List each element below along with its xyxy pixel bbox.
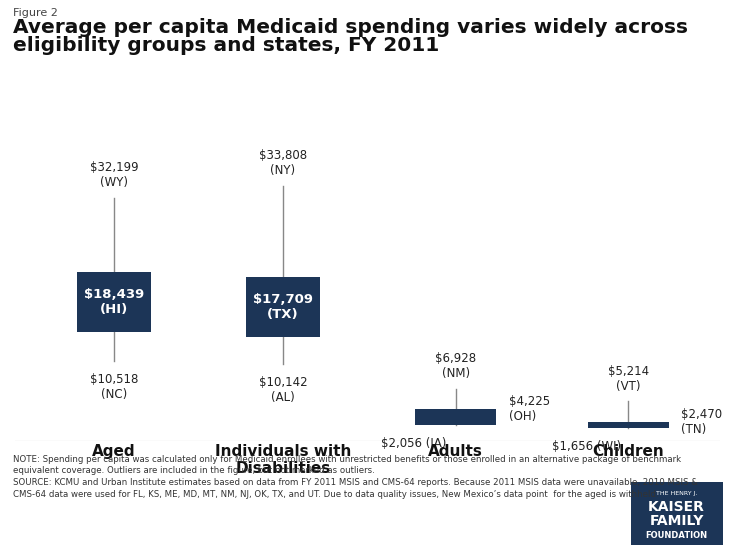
Bar (246, 277, 320, 337)
Bar (77, 272, 151, 332)
Text: THE HENRY J.: THE HENRY J. (656, 491, 698, 496)
Text: $10,518
(NC): $10,518 (NC) (90, 373, 138, 401)
Text: eligibility groups and states, FY 2011: eligibility groups and states, FY 2011 (13, 36, 440, 55)
Text: KAISER: KAISER (648, 500, 705, 515)
Text: $33,808
(NY): $33,808 (NY) (259, 149, 307, 177)
Text: Individuals with
Disabilities: Individuals with Disabilities (215, 444, 351, 476)
Bar (588, 422, 669, 428)
Text: $18,439
(HI): $18,439 (HI) (84, 288, 144, 316)
Text: Average per capita Medicaid spending varies widely across: Average per capita Medicaid spending var… (13, 18, 688, 36)
Text: Aged: Aged (92, 444, 136, 458)
Text: $2,056 (IA): $2,056 (IA) (381, 437, 446, 450)
Text: $1,656 (WI): $1,656 (WI) (551, 440, 620, 453)
Text: FOUNDATION: FOUNDATION (645, 532, 708, 541)
Text: $2,470
(TN): $2,470 (TN) (681, 408, 723, 436)
Text: Adults: Adults (429, 444, 483, 458)
Text: Figure 2: Figure 2 (13, 8, 58, 18)
Text: FAMILY: FAMILY (650, 515, 703, 528)
Text: $4,225
(OH): $4,225 (OH) (509, 395, 550, 423)
Text: Children: Children (592, 444, 664, 458)
Text: NOTE: Spending per capita was calculated only for Medicaid enrollees with unrest: NOTE: Spending per capita was calculated… (13, 455, 698, 499)
Text: $17,709
(TX): $17,709 (TX) (253, 293, 313, 321)
Text: $10,142
(AL): $10,142 (AL) (259, 376, 307, 404)
Text: $5,214
(VT): $5,214 (VT) (608, 365, 649, 393)
Text: $6,928
(NM): $6,928 (NM) (435, 352, 476, 380)
Bar (415, 409, 496, 425)
Text: $32,199
(WY): $32,199 (WY) (90, 161, 138, 190)
